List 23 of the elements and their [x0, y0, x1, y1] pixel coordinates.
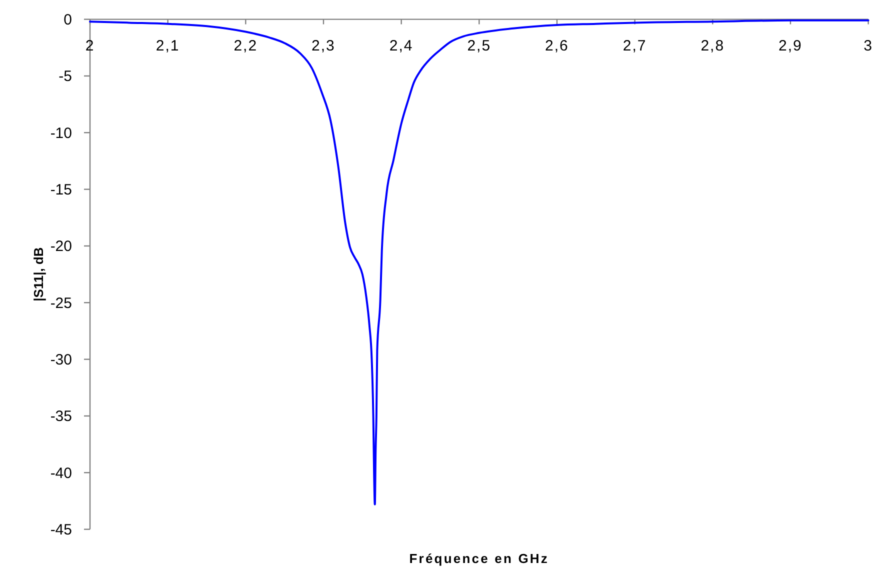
x-tick-label: 2,5	[467, 37, 492, 54]
x-tick-label: 2,3	[312, 37, 336, 54]
y-tick-label: -40	[50, 464, 72, 482]
y-tick-label: 0	[64, 12, 72, 29]
y-tick-label: -45	[50, 522, 72, 539]
y-tick-label: -20	[50, 238, 72, 256]
x-tick-label: 3	[864, 37, 872, 54]
x-tick-label: 2,8	[700, 37, 725, 54]
y-tick-label: -35	[50, 408, 72, 426]
x-tick-label: 2,7	[622, 37, 647, 54]
y-tick-label: -15	[50, 182, 72, 199]
y-tick-label: -25	[50, 294, 72, 312]
y-axis-title: |S11|, dB	[31, 247, 46, 302]
y-tick-label: -30	[50, 352, 72, 369]
x-tick-label: 2,6	[545, 37, 569, 54]
y-tick-label: -5	[58, 68, 72, 86]
x-tick-label: 2,2	[234, 37, 258, 54]
x-tick-label: 2,9	[778, 37, 802, 54]
x-tick-label: 2,1	[156, 37, 180, 54]
x-axis-title: Fréquence en GHz	[409, 551, 550, 566]
x-tick-label: 2	[85, 37, 95, 54]
y-tick-label: -10	[50, 124, 72, 142]
x-tick-label: 2,4	[389, 37, 414, 54]
